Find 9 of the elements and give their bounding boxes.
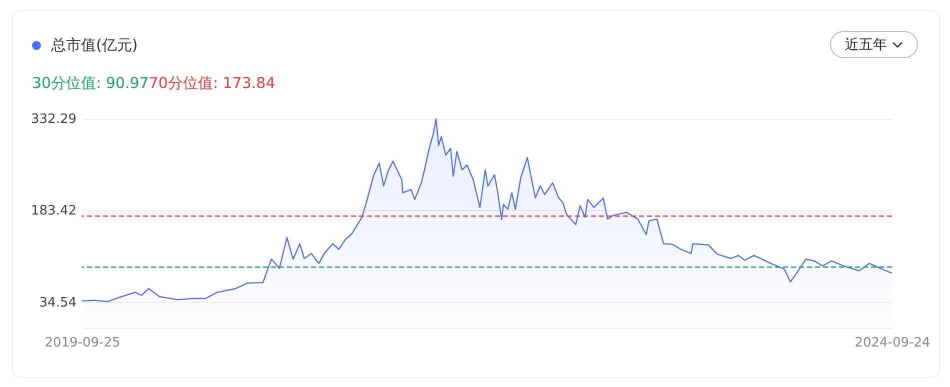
y-tick-label: 34.54 [39,295,76,310]
legend-label: 总市值(亿元) [51,36,138,55]
y-tick-label: 332.29 [31,112,76,128]
ref-line-label: 30分位值: 90.97 [32,74,149,92]
ref-line-label: 70分位值: 173.84 [148,74,276,92]
y-tick-label: 183.42 [31,204,76,219]
x-tick-label: 2024-09-24 [854,336,930,350]
x-tick-label: 2019-09-25 [44,336,120,350]
text: 近五年 [845,36,887,54]
